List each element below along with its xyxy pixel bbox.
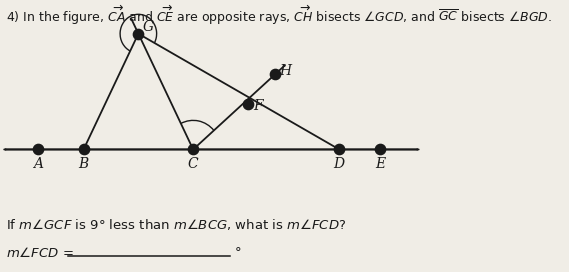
Text: H: H (279, 64, 291, 78)
Text: D: D (333, 157, 345, 171)
Text: C: C (188, 157, 199, 171)
Text: 4) In the figure, $\overrightarrow{CA}$ and $\overrightarrow{CE}$ are opposite r: 4) In the figure, $\overrightarrow{CA}$ … (6, 4, 552, 27)
Point (34, 147, 43, 152)
Point (79, 147, 88, 152)
Point (244, 101, 253, 106)
Point (335, 147, 344, 152)
Text: A: A (33, 157, 43, 171)
Text: F: F (253, 99, 263, 113)
Text: °: ° (234, 246, 241, 259)
Point (134, 32, 143, 36)
Text: G: G (143, 20, 154, 34)
Point (188, 147, 197, 152)
Text: $m\angle FCD$ =: $m\angle FCD$ = (6, 246, 75, 260)
Point (271, 72, 280, 76)
Text: If $m\angle GCF$ is 9° less than $m\angle BCG$, what is $m\angle FCD$?: If $m\angle GCF$ is 9° less than $m\angl… (6, 217, 347, 232)
Text: B: B (79, 157, 89, 171)
Point (376, 147, 385, 152)
Text: E: E (376, 157, 385, 171)
